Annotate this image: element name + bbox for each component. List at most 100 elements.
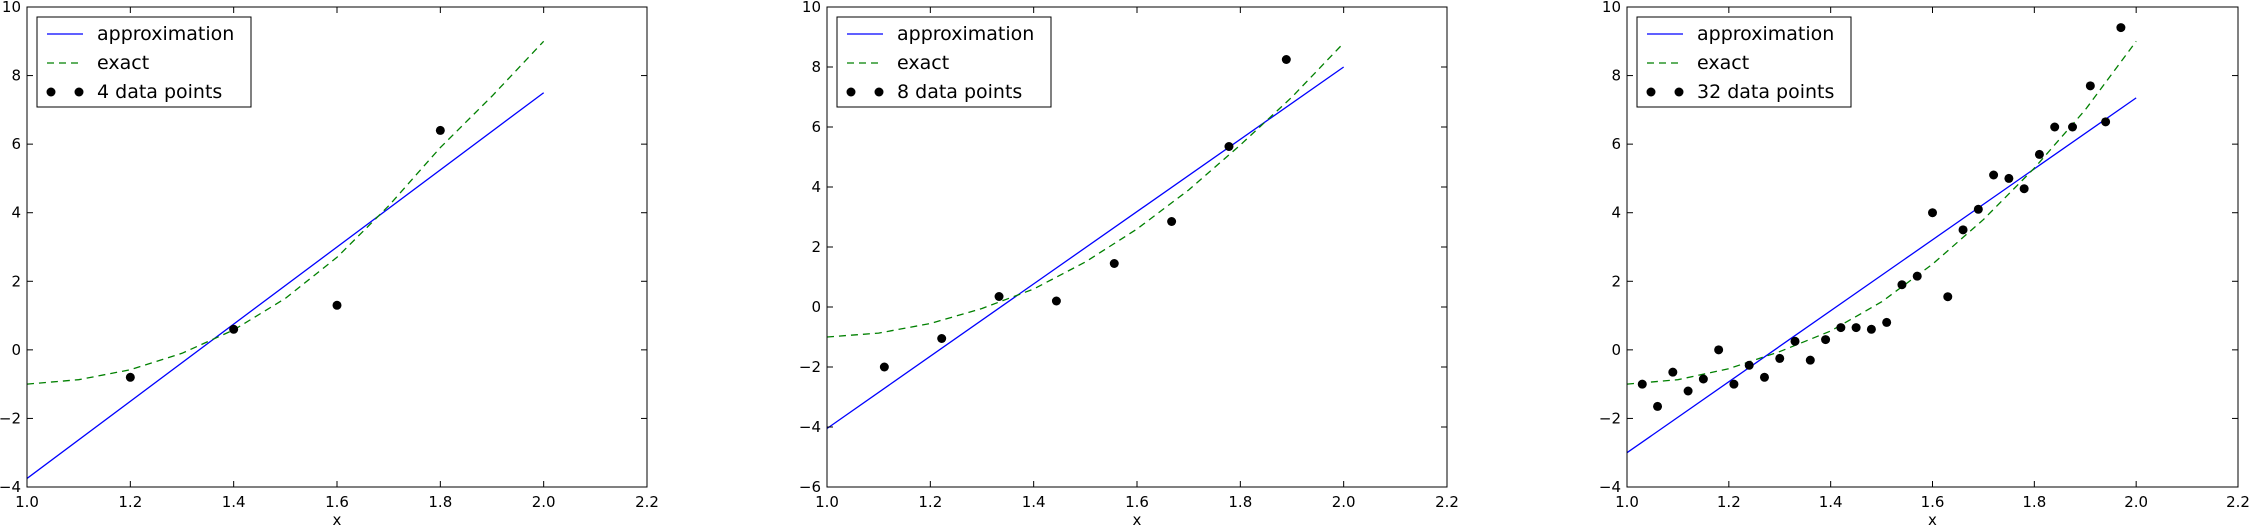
plot-area bbox=[27, 40, 545, 479]
legend: approximation exact 8 data points bbox=[836, 16, 1052, 108]
data-point bbox=[1109, 259, 1119, 268]
data-point bbox=[1744, 360, 1754, 370]
y-tick-label: 0 bbox=[11, 341, 21, 359]
data-point bbox=[1714, 345, 1724, 355]
data-point bbox=[2019, 184, 2029, 194]
legend-marker bbox=[846, 87, 856, 97]
x-tick-label: 2.0 bbox=[1332, 493, 1356, 511]
data-point bbox=[2085, 81, 2095, 91]
y-tick-label: 6 bbox=[811, 118, 821, 136]
legend-marker bbox=[74, 87, 84, 97]
y-tick-label: −2 bbox=[1599, 409, 1621, 427]
data-point bbox=[1958, 225, 1968, 235]
series-approximation-line bbox=[27, 92, 545, 479]
x-tick-label: 1.8 bbox=[2022, 493, 2046, 511]
x-tick-label: 1.4 bbox=[222, 493, 246, 511]
series-approximation-line bbox=[1627, 97, 2137, 454]
data-point bbox=[1821, 335, 1831, 345]
x-tick-label: 1.0 bbox=[1615, 493, 1639, 511]
x-tick-label: 1.8 bbox=[1228, 493, 1252, 511]
y-tick-label: 4 bbox=[811, 178, 821, 196]
y-tick-label: 6 bbox=[11, 135, 21, 153]
x-tick-label: 1.2 bbox=[918, 493, 942, 511]
data-point bbox=[2004, 173, 2014, 183]
series-exact-line bbox=[827, 42, 1345, 338]
data-point bbox=[1729, 379, 1739, 389]
chart-panel-2: 1.0 1.2 1.4 1.6 1.8 2.0 2.2 −6 −4 −2 0 2 4 6 8 10 x appro… bbox=[799, 0, 1459, 528]
y-tick-label: 4 bbox=[1611, 204, 1621, 222]
y-tick-label: 8 bbox=[811, 58, 821, 76]
legend-marker bbox=[46, 87, 56, 97]
x-tick-label: 1.6 bbox=[1921, 493, 1945, 511]
legend: approximation exact 4 data points bbox=[36, 16, 252, 108]
chart-panel-1: 1.0 1.2 1.4 1.6 1.8 2.0 2.2 −4 −2 0 2 4 6 8 10 x approxi… bbox=[0, 0, 659, 528]
legend-label: exact bbox=[97, 52, 149, 74]
chart-panel-3: 1.0 1.2 1.4 1.6 1.8 2.0 2.2 −4 −2 0 2 4 6 8 10 x approxi… bbox=[1599, 0, 2250, 528]
y-tick-label: −4 bbox=[799, 418, 821, 436]
series-exact-line bbox=[27, 40, 545, 385]
data-point bbox=[994, 292, 1004, 301]
legend-label: approximation bbox=[97, 23, 234, 45]
y-tick-label: 0 bbox=[1611, 341, 1621, 359]
data-point bbox=[1851, 323, 1861, 333]
legend-label: 4 data points bbox=[97, 81, 222, 103]
x-tick-label: 1.8 bbox=[428, 493, 452, 511]
y-tick-label: −6 bbox=[799, 478, 821, 496]
y-tick-label: −2 bbox=[0, 409, 21, 427]
series-approximation-line bbox=[827, 66, 1345, 430]
data-point bbox=[1281, 55, 1291, 64]
plot-area bbox=[827, 42, 1345, 430]
x-tick-label: 1.2 bbox=[118, 493, 142, 511]
x-tick-label: 1.4 bbox=[1819, 493, 1843, 511]
y-tick-label: −4 bbox=[1599, 478, 1621, 496]
data-point bbox=[2101, 117, 2111, 127]
data-point bbox=[1805, 355, 1815, 365]
data-point bbox=[1637, 379, 1647, 389]
legend: approximation exact 32 data points bbox=[1636, 16, 1852, 108]
y-tick-label: 2 bbox=[1611, 272, 1621, 290]
x-tick-label: 2.2 bbox=[2226, 493, 2250, 511]
y-tick-label: 10 bbox=[1602, 0, 1621, 16]
data-point bbox=[1683, 386, 1693, 396]
data-point bbox=[2068, 122, 2078, 132]
x-tick-label: 1.0 bbox=[15, 493, 39, 511]
x-axis-label: x bbox=[1928, 511, 1937, 528]
data-point bbox=[332, 300, 342, 310]
data-point bbox=[1943, 292, 1953, 302]
x-tick-label: 2.2 bbox=[1435, 493, 1459, 511]
data-point bbox=[1928, 208, 1937, 218]
y-tick-label: 10 bbox=[802, 0, 821, 16]
data-point bbox=[1912, 271, 1922, 281]
legend-marker bbox=[874, 87, 884, 97]
data-point bbox=[1668, 367, 1678, 377]
x-tick-label: 1.0 bbox=[815, 493, 839, 511]
data-point bbox=[1973, 204, 1983, 214]
data-point bbox=[1653, 401, 1663, 411]
data-point bbox=[2116, 23, 2126, 33]
x-axis-label: x bbox=[1133, 511, 1142, 528]
data-point bbox=[2050, 122, 2060, 132]
data-point bbox=[937, 334, 947, 343]
data-point bbox=[1775, 353, 1785, 363]
data-point bbox=[879, 362, 889, 372]
x-axis-label: x bbox=[333, 511, 342, 528]
y-tick-label: 10 bbox=[2, 0, 21, 16]
plot-area bbox=[1627, 23, 2137, 454]
data-point bbox=[2034, 149, 2044, 159]
legend-label: exact bbox=[897, 52, 949, 74]
legend-label: approximation bbox=[897, 23, 1034, 45]
legend-marker bbox=[1674, 87, 1684, 97]
x-tick-label: 2.0 bbox=[532, 493, 556, 511]
data-point bbox=[1866, 324, 1876, 334]
y-tick-label: 2 bbox=[11, 272, 21, 290]
data-point bbox=[1882, 317, 1892, 327]
legend-label: approximation bbox=[1697, 23, 1834, 45]
y-tick-label: 0 bbox=[811, 298, 821, 316]
data-point bbox=[1790, 336, 1800, 346]
data-point bbox=[1759, 372, 1769, 382]
y-tick-label: −2 bbox=[799, 358, 821, 376]
data-point bbox=[125, 372, 135, 382]
y-tick-label: 8 bbox=[1611, 67, 1621, 85]
data-point bbox=[1167, 217, 1177, 226]
data-point bbox=[1897, 280, 1907, 290]
